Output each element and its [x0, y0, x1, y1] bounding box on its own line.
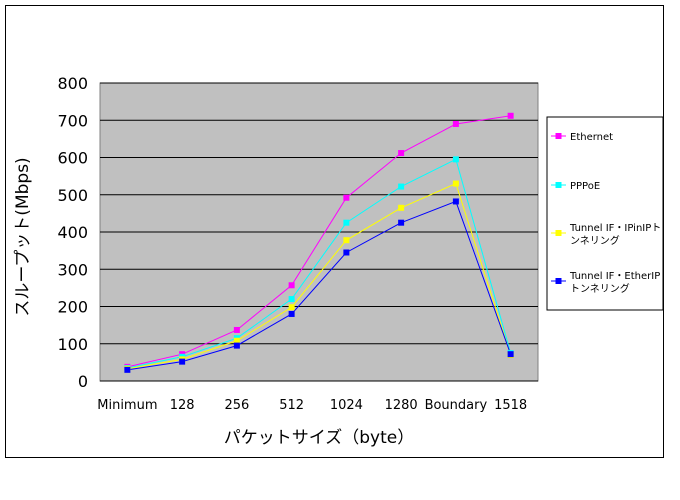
x-tick-label: 512	[279, 398, 304, 413]
y-tick-label: 500	[57, 186, 88, 205]
y-tick-label: 800	[57, 74, 88, 93]
data-point	[288, 304, 295, 311]
data-point	[124, 366, 131, 373]
data-point	[398, 183, 405, 190]
series-line	[127, 158, 512, 369]
x-tick-label: 1280	[385, 398, 418, 413]
data-point	[452, 180, 459, 187]
data-point	[452, 156, 459, 163]
legend-marker	[555, 230, 562, 236]
y-tick-label: 100	[57, 335, 88, 354]
data-point	[288, 282, 295, 289]
x-tick-label: 1518	[494, 398, 527, 413]
y-tick-label: 300	[57, 260, 88, 279]
y-tick-label: 200	[57, 298, 88, 317]
data-point	[233, 342, 240, 349]
data-point	[398, 219, 405, 226]
data-point	[343, 194, 350, 201]
x-tick-label: 1024	[330, 398, 363, 413]
data-point	[507, 112, 514, 119]
data-point	[398, 150, 405, 157]
legend-label: Ethernet	[570, 132, 613, 143]
data-point	[452, 120, 459, 127]
y-tick-label: 0	[78, 372, 88, 391]
legend-box	[546, 116, 664, 311]
y-tick-label: 400	[57, 223, 88, 242]
data-point	[398, 204, 405, 211]
data-point	[343, 237, 350, 244]
series-line	[127, 115, 511, 368]
data-point	[452, 198, 459, 205]
x-tick-label: Boundary	[425, 398, 488, 413]
x-tick-label: 256	[224, 398, 249, 413]
x-tick-label: Minimum	[97, 398, 157, 413]
data-point	[343, 219, 350, 226]
legend-label: Tunnel IF・IPinIPトンネリング	[569, 223, 661, 247]
x-axis-label: パケットサイズ（byte）	[224, 428, 414, 448]
data-point	[179, 358, 186, 365]
legend-marker	[555, 133, 562, 139]
series-line	[127, 182, 512, 370]
y-tick-label: 700	[57, 111, 88, 130]
y-axis-label: スループット(Mbps)	[13, 157, 33, 316]
y-tick-label: 600	[57, 149, 88, 168]
data-point	[288, 310, 295, 317]
data-point	[288, 296, 295, 303]
data-point	[343, 249, 350, 256]
series-line	[127, 200, 512, 371]
data-point	[233, 337, 240, 344]
data-point	[507, 351, 514, 358]
legend-marker	[555, 278, 562, 284]
legend-marker	[555, 182, 562, 188]
data-point	[233, 326, 240, 333]
legend-label: PPPoE	[570, 181, 600, 192]
legend-label: Tunnel IF・EtherIP トンネリング	[569, 271, 660, 295]
x-tick-label: 128	[170, 398, 195, 413]
